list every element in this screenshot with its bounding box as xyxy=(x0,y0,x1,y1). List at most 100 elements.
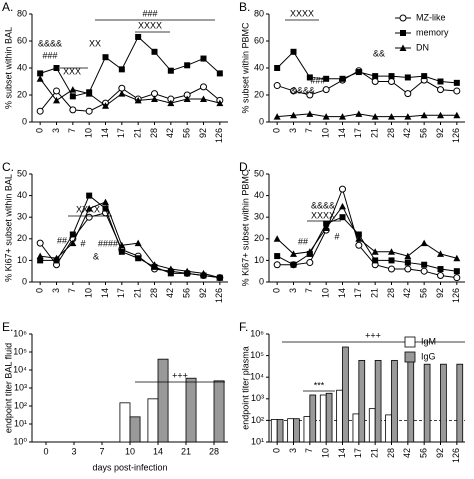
y-axis-title: % subset within PBMC xyxy=(240,22,250,114)
data-point xyxy=(53,87,60,95)
data-point xyxy=(371,113,379,120)
data-point xyxy=(134,96,142,104)
x-tick-label: 7 xyxy=(99,446,104,456)
x-tick-label: 17 xyxy=(116,128,126,138)
bar xyxy=(407,357,415,443)
data-point xyxy=(167,67,174,74)
legend-label: MZ-like xyxy=(416,12,446,22)
x-tick-label: 126 xyxy=(214,128,224,143)
data-point xyxy=(273,235,281,242)
data-point xyxy=(200,95,207,103)
data-point xyxy=(102,198,109,206)
y-tick-label: 10¹ xyxy=(251,436,264,446)
bar xyxy=(385,414,392,443)
y-tick-label: 40 xyxy=(254,62,264,72)
x-tick-label: 7 xyxy=(304,448,314,453)
data-point xyxy=(53,65,60,71)
x-tick-label: 7 xyxy=(304,288,314,293)
bar xyxy=(325,392,333,443)
data-point xyxy=(404,90,412,98)
data-point xyxy=(86,192,93,199)
series-line xyxy=(276,205,457,259)
data-point xyxy=(371,248,379,255)
data-point xyxy=(388,248,395,255)
data-point xyxy=(85,107,93,115)
legend-label: memory xyxy=(416,27,449,37)
x-tick-label: 21 xyxy=(133,288,143,298)
y-tick-label: 40 xyxy=(17,190,27,200)
data-point xyxy=(404,113,412,120)
x-tick-label: 21 xyxy=(370,128,380,138)
annotation: +++ xyxy=(172,370,188,380)
data-point xyxy=(355,110,363,117)
y-tick-label: 10⁴ xyxy=(13,364,27,374)
panel-label: D. xyxy=(239,160,251,174)
y-tick-label: 10² xyxy=(14,400,27,410)
x-tick-label: 10 xyxy=(84,288,94,298)
data-point xyxy=(167,270,174,277)
x-tick-label: 7 xyxy=(304,128,314,133)
data-point xyxy=(355,69,362,76)
y-tick-label: 0 xyxy=(259,276,264,286)
data-point xyxy=(339,113,346,120)
x-tick-label: 14 xyxy=(337,448,347,458)
data-point xyxy=(421,73,428,80)
data-point xyxy=(339,75,346,82)
series-line xyxy=(40,194,220,279)
data-point xyxy=(69,239,77,247)
x-tick-label: 56 xyxy=(182,288,192,298)
data-point xyxy=(355,235,363,242)
data-point xyxy=(372,257,379,264)
data-point xyxy=(37,257,44,264)
series-line xyxy=(276,51,457,84)
x-tick-label: 28 xyxy=(149,128,159,138)
data-point xyxy=(388,265,395,273)
data-point xyxy=(421,261,428,268)
y-tick-label: 0 xyxy=(22,116,27,126)
y-tick-label: 60 xyxy=(17,35,27,45)
y-tick-label: 20 xyxy=(17,89,27,99)
x-tick-label: 92 xyxy=(198,288,208,298)
data-point xyxy=(339,185,346,193)
data-point xyxy=(290,261,297,268)
x-tick-label: 56 xyxy=(419,288,429,298)
bar xyxy=(276,419,284,443)
annotation: *** xyxy=(314,380,325,390)
x-axis-title: days post-infection xyxy=(92,462,167,472)
data-point xyxy=(388,78,395,85)
data-point xyxy=(355,231,362,238)
data-point xyxy=(200,55,207,62)
y-tick-label: 10⁶ xyxy=(250,328,264,338)
y-tick-label: 60 xyxy=(254,35,264,45)
bar xyxy=(368,408,376,443)
y-tick-label: 10 xyxy=(254,255,264,265)
data-point xyxy=(102,54,109,61)
data-point xyxy=(37,70,44,77)
data-point xyxy=(306,248,314,255)
x-tick-label: 17 xyxy=(116,288,126,298)
x-tick-label: 0 xyxy=(43,446,48,456)
data-point xyxy=(306,259,314,267)
x-tick-label: 14 xyxy=(337,288,347,298)
data-point xyxy=(36,107,44,115)
data-point xyxy=(85,205,93,212)
bar xyxy=(358,359,366,443)
data-point xyxy=(102,102,109,109)
x-tick-label: 126 xyxy=(451,288,461,303)
x-tick-label: 92 xyxy=(198,128,208,138)
bar xyxy=(147,398,159,443)
x-tick-label: 56 xyxy=(419,448,429,458)
x-tick-label: 42 xyxy=(402,128,412,138)
x-tick-label: 56 xyxy=(182,128,192,138)
x-tick-label: 21 xyxy=(133,128,143,138)
y-tick-label: 40 xyxy=(17,62,27,72)
bar xyxy=(391,359,398,443)
annotation: +++ xyxy=(365,330,381,340)
data-point xyxy=(273,261,281,269)
legend-marker xyxy=(399,44,407,51)
data-point xyxy=(453,268,460,275)
data-point xyxy=(388,73,395,80)
data-point xyxy=(453,274,461,282)
bar xyxy=(185,377,197,443)
x-tick-label: 28 xyxy=(386,288,396,298)
